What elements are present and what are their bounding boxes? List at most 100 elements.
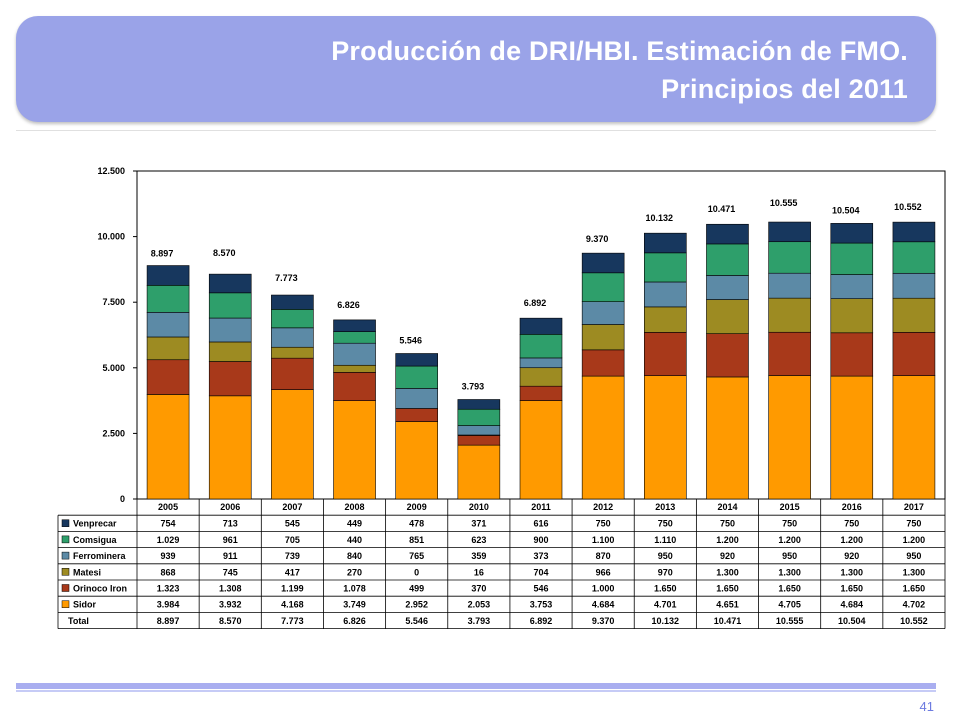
bar-segment-matesi bbox=[706, 299, 749, 334]
table-cell-value: 920 bbox=[720, 551, 735, 561]
table-cell-value: 1.650 bbox=[903, 584, 926, 594]
total-label: 8.570 bbox=[213, 248, 236, 258]
bar-segment-ferrominera bbox=[519, 357, 563, 369]
table-total-value: 6.826 bbox=[343, 616, 366, 626]
bar-segment-orinoco-iron bbox=[333, 372, 376, 401]
bar-segment-venprecar bbox=[146, 265, 190, 286]
bar-segment-sidor bbox=[892, 375, 936, 500]
table-cell-value: 950 bbox=[658, 551, 673, 561]
table-cell-value: 1.308 bbox=[219, 584, 242, 594]
table-cell-value: 1.650 bbox=[716, 584, 739, 594]
bar-segment-ferrominera bbox=[457, 425, 501, 436]
legend-key-ferrominera bbox=[61, 551, 70, 560]
table-cell-value: 417 bbox=[285, 567, 300, 577]
bar-segment-sidor bbox=[146, 394, 190, 500]
total-label: 10.471 bbox=[708, 204, 736, 214]
bar-segment-comsigua bbox=[395, 365, 438, 389]
title-divider bbox=[16, 130, 936, 131]
bar-segment-ferrominera bbox=[208, 317, 252, 343]
table-total-value: 10.552 bbox=[900, 616, 928, 626]
bar-segment-venprecar bbox=[892, 221, 936, 243]
bar-segment-venprecar bbox=[706, 223, 749, 245]
legend-key-sidor bbox=[61, 600, 70, 608]
table-total-value: 7.773 bbox=[281, 616, 304, 626]
table-cell-value: 1.200 bbox=[778, 535, 801, 545]
table-cell-value: 623 bbox=[471, 535, 486, 545]
category-label: 2015 bbox=[780, 502, 800, 512]
bar-segment-comsigua bbox=[892, 241, 936, 274]
footer-bar-thin bbox=[16, 690, 936, 692]
bar-segment-sidor bbox=[208, 395, 252, 500]
bar-segment-matesi bbox=[519, 367, 563, 387]
legend-key-comsigua bbox=[61, 535, 70, 544]
table-cell-value: 1.323 bbox=[157, 584, 180, 594]
bar-segment-venprecar bbox=[830, 223, 874, 244]
bar-segment-orinoco-iron bbox=[208, 361, 252, 397]
table-cell-value: 4.684 bbox=[841, 600, 864, 610]
bar-segment-comsigua bbox=[830, 242, 874, 275]
title-banner: Producción de DRI/HBI. Estimación de FMO… bbox=[16, 16, 936, 122]
table-cell-value: 546 bbox=[533, 584, 548, 594]
bar-segment-comsigua bbox=[581, 272, 625, 302]
bar-segment-ferrominera bbox=[333, 342, 376, 366]
table-cell-value: 750 bbox=[906, 519, 921, 529]
bar-segment-matesi bbox=[768, 297, 811, 333]
category-label: 2007 bbox=[282, 502, 302, 512]
page-number: 41 bbox=[919, 699, 934, 714]
total-label: 3.793 bbox=[462, 381, 485, 391]
total-label: 10.552 bbox=[894, 202, 922, 212]
title-line-1: Producción de DRI/HBI. Estimación de FMO… bbox=[331, 36, 908, 66]
table-total-value: 10.471 bbox=[714, 616, 742, 626]
legend-label: Venprecar bbox=[73, 519, 117, 529]
table-total-value: 8.570 bbox=[219, 616, 242, 626]
bar-segment-orinoco-iron bbox=[395, 408, 438, 422]
table-cell-value: 1.650 bbox=[654, 584, 677, 594]
table-cell-value: 4.702 bbox=[903, 600, 926, 610]
table-total-value: 10.555 bbox=[776, 616, 804, 626]
category-label: 2005 bbox=[158, 502, 178, 512]
table-cell-value: 1.200 bbox=[903, 535, 926, 545]
table-cell-value: 1.000 bbox=[592, 584, 615, 594]
legend-key-matesi bbox=[61, 568, 70, 576]
table-cell-value: 1.300 bbox=[903, 567, 926, 577]
bar-segment-sidor bbox=[644, 375, 687, 500]
bar-segment-comsigua bbox=[706, 243, 749, 276]
bar-segment-sidor bbox=[271, 389, 314, 500]
table-cell-value: 2.952 bbox=[405, 600, 428, 610]
bar-segment-venprecar bbox=[581, 252, 625, 274]
table-cell-value: 4.701 bbox=[654, 600, 677, 610]
bar-segment-sidor bbox=[519, 400, 563, 500]
legend-key-venprecar bbox=[61, 519, 70, 527]
bar-segment-matesi bbox=[271, 346, 314, 359]
bar-segment-venprecar bbox=[395, 353, 438, 367]
table-cell-value: 1.078 bbox=[343, 584, 366, 594]
table-cell-value: 750 bbox=[844, 519, 859, 529]
bar-segment-matesi bbox=[146, 336, 190, 361]
category-label: 2006 bbox=[220, 502, 240, 512]
table-cell-value: 16 bbox=[474, 567, 484, 577]
table-cell-value: 4.684 bbox=[592, 600, 615, 610]
category-label: 2008 bbox=[345, 502, 365, 512]
table-cell-value: 704 bbox=[533, 567, 548, 577]
table-cell-value: 4.168 bbox=[281, 600, 304, 610]
table-cell-value: 373 bbox=[533, 551, 548, 561]
legend-key-orinoco-iron bbox=[61, 584, 70, 592]
bar-segment-orinoco-iron bbox=[892, 332, 936, 376]
bar-segment-sidor bbox=[581, 375, 625, 500]
legend-label: Ferrominera bbox=[73, 551, 127, 561]
y-tick-label: 2.500 bbox=[102, 428, 125, 438]
table-cell-value: 868 bbox=[161, 567, 176, 577]
bar-segment-ferrominera bbox=[581, 301, 625, 325]
bar-segment-ferrominera bbox=[706, 275, 749, 300]
table-cell-value: 3.932 bbox=[219, 600, 242, 610]
total-label: 5.546 bbox=[399, 335, 422, 345]
legend-label: Matesi bbox=[73, 567, 101, 577]
table-cell-value: 449 bbox=[347, 519, 362, 529]
bar-segment-comsigua bbox=[146, 285, 190, 313]
table-cell-value: 765 bbox=[409, 551, 424, 561]
table-cell-value: 4.705 bbox=[778, 600, 801, 610]
table-cell-value: 1.300 bbox=[841, 567, 864, 577]
bar-segment-sidor bbox=[333, 400, 376, 500]
table-cell-value: 3.984 bbox=[157, 600, 180, 610]
